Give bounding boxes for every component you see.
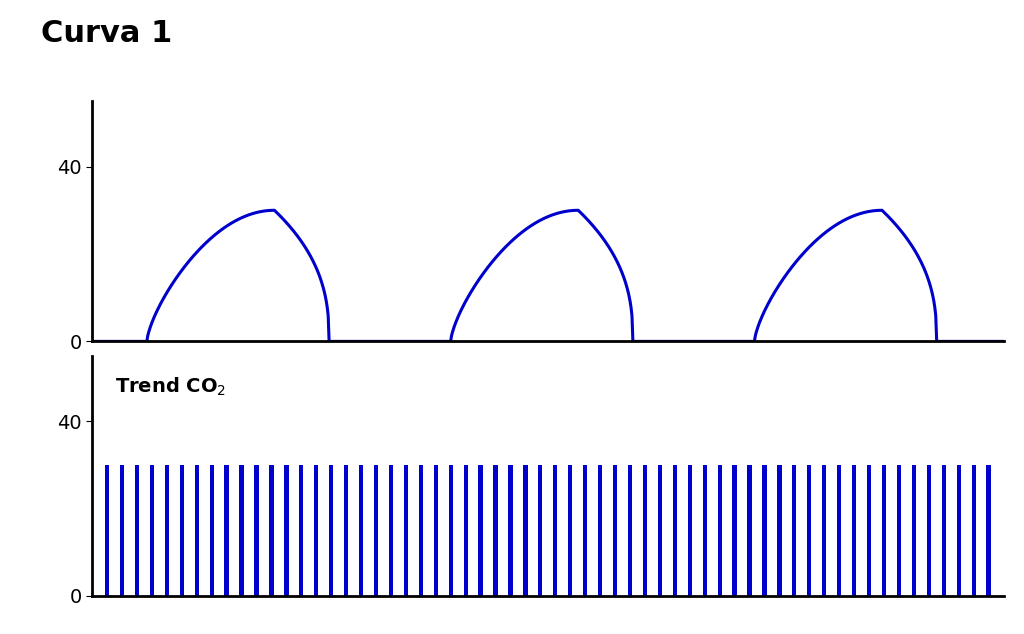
Bar [449, 465, 453, 596]
Bar [403, 465, 408, 596]
Bar [464, 465, 468, 596]
Bar [852, 465, 856, 596]
Bar [210, 465, 214, 596]
Bar [374, 465, 378, 596]
Bar [150, 465, 154, 596]
Bar [822, 465, 826, 596]
Bar [299, 465, 303, 596]
Bar [732, 465, 736, 596]
Bar [329, 465, 334, 596]
Bar [911, 465, 916, 596]
Bar [433, 465, 438, 596]
Bar [539, 465, 543, 596]
Bar [793, 465, 797, 596]
Bar [688, 465, 692, 596]
Bar [285, 465, 289, 596]
Bar [359, 465, 364, 596]
Bar [748, 465, 752, 596]
Bar [224, 465, 228, 596]
Bar [807, 465, 811, 596]
Bar [553, 465, 557, 596]
Bar [583, 465, 588, 596]
Bar [105, 465, 110, 596]
Bar [986, 465, 990, 596]
Bar [568, 465, 572, 596]
Bar [240, 465, 244, 596]
Bar [494, 465, 498, 596]
Bar [956, 465, 961, 596]
Bar [478, 465, 482, 596]
Bar [195, 465, 199, 596]
Bar [135, 465, 139, 596]
Bar [702, 465, 707, 596]
Bar [718, 465, 722, 596]
Bar [165, 465, 169, 596]
Bar [613, 465, 617, 596]
Bar [314, 465, 318, 596]
Text: Curva 1: Curva 1 [41, 19, 172, 48]
Bar [344, 465, 348, 596]
Bar [643, 465, 647, 596]
Bar [598, 465, 602, 596]
Bar [673, 465, 677, 596]
Bar [867, 465, 871, 596]
Bar [508, 465, 513, 596]
Bar [120, 465, 124, 596]
Bar [927, 465, 931, 596]
Bar [657, 465, 663, 596]
Bar [389, 465, 393, 596]
Bar [269, 465, 273, 596]
Bar [523, 465, 527, 596]
Bar [897, 465, 901, 596]
Bar [419, 465, 423, 596]
Bar [972, 465, 976, 596]
Bar [777, 465, 781, 596]
Bar [254, 465, 259, 596]
Bar [942, 465, 946, 596]
Text: Trend CO$_2$: Trend CO$_2$ [115, 375, 226, 398]
Bar [837, 465, 842, 596]
Bar [882, 465, 886, 596]
Bar [762, 465, 767, 596]
Bar [628, 465, 632, 596]
Bar [179, 465, 184, 596]
